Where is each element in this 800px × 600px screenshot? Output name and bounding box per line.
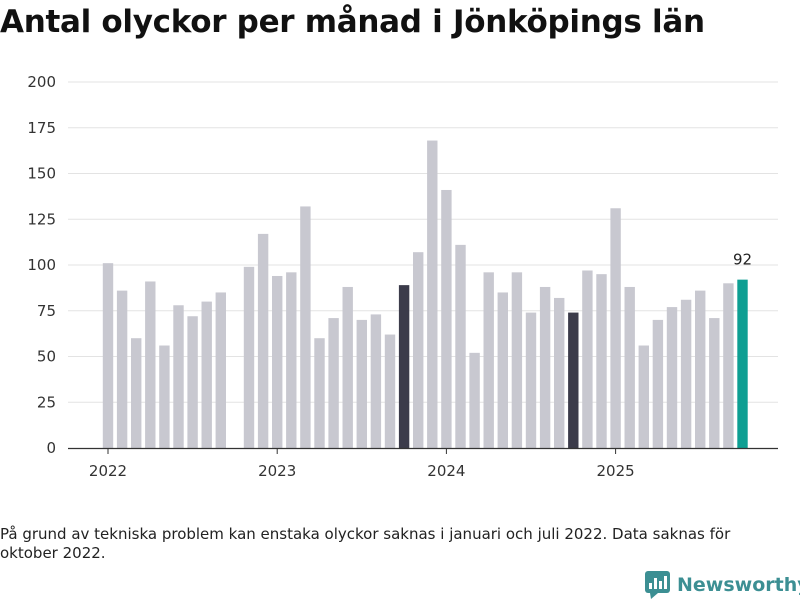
bar-2024-11: [582, 270, 593, 448]
bar-2022-12: [257, 233, 269, 448]
footnote: På grund av tekniska problem kan enstaka…: [0, 525, 731, 562]
bar-2023-01: [272, 275, 283, 448]
bar-2024-03: [469, 352, 480, 448]
bar-2022-07: [187, 316, 198, 448]
data-label: 92: [733, 251, 752, 269]
y-tick-label: 50: [37, 348, 56, 366]
bar-2022-09: [215, 292, 226, 448]
bar-2023-03: [300, 206, 311, 448]
y-tick-label: 75: [37, 302, 56, 320]
y-tick-label: 150: [27, 165, 56, 183]
brand-name: Newsworthy: [677, 574, 800, 596]
brand[interactable]: Newsworthy: [645, 570, 800, 600]
data-labels: 92: [733, 251, 752, 269]
bar-2024-06: [511, 272, 523, 448]
bar-2022-06: [173, 305, 184, 448]
x-tick-label: 2025: [597, 462, 635, 480]
chart-title: Antal olyckor per månad i Jönköpings län: [0, 4, 705, 40]
bar-2024-10: [568, 312, 579, 448]
bar-2025-06: [680, 299, 692, 448]
x-tick-label: 2022: [89, 462, 127, 480]
bar-2023-05: [328, 318, 339, 448]
bar-2024-12: [596, 274, 607, 448]
y-tick-label: 125: [27, 210, 56, 228]
bars: [102, 140, 748, 448]
bar-2024-07: [525, 312, 537, 448]
bar-2022-01: [102, 263, 114, 448]
bar-2023-06: [342, 286, 353, 448]
bar-2022-02: [116, 290, 128, 448]
bar-2025-04: [652, 319, 664, 448]
bar-2025-08: [709, 318, 720, 448]
bar-2023-07: [356, 319, 367, 448]
bar-2024-04: [483, 272, 494, 448]
y-tick-label: 200: [27, 73, 56, 91]
bar-2025-01: [610, 208, 621, 448]
y-tick-label: 0: [46, 439, 56, 457]
bar-2025-05: [666, 307, 678, 448]
bar-2022-08: [201, 301, 212, 448]
bar-2025-09: [723, 283, 734, 448]
x-tick-label: 2023: [258, 462, 296, 480]
bar-2024-05: [497, 292, 508, 448]
bar-2022-04: [145, 281, 156, 448]
bar-2022-11: [243, 266, 255, 448]
bar-2024-08: [539, 286, 551, 448]
bar-2025-07: [695, 290, 706, 448]
bar-2025-02: [624, 286, 635, 448]
bar-2024-09: [554, 297, 565, 448]
x-tick-label: 2024: [427, 462, 465, 480]
bar-2024-02: [455, 244, 466, 448]
bar-2023-12: [427, 140, 438, 448]
y-axis: 0 25 50 75 100 125 150 175 200: [27, 73, 56, 457]
y-tick-label: 175: [27, 119, 56, 137]
y-tick-label: 100: [27, 256, 56, 274]
bar-2022-03: [131, 338, 142, 448]
bar-2023-08: [370, 314, 382, 448]
bar-2025-10: [737, 279, 748, 448]
bar-2024-01: [441, 189, 452, 448]
bar-2025-03: [638, 345, 649, 448]
bar-2023-09: [384, 334, 396, 448]
newsworthy-logo-icon: [645, 571, 670, 599]
bar-2023-02: [286, 272, 297, 448]
x-axis: 2022 2023 2024 2025: [68, 447, 778, 480]
bar-2023-10: [398, 285, 410, 448]
y-tick-label: 25: [37, 393, 56, 411]
bar-2023-11: [413, 252, 424, 448]
bar-2023-04: [314, 338, 325, 448]
bar-2022-05: [159, 345, 170, 448]
